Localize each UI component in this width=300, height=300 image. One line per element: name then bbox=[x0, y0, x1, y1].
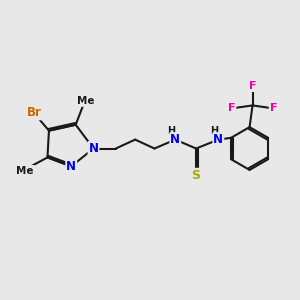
Text: F: F bbox=[228, 103, 236, 113]
Text: Me: Me bbox=[16, 166, 34, 176]
Text: N: N bbox=[66, 160, 76, 173]
Text: Me: Me bbox=[77, 96, 95, 106]
Text: N: N bbox=[213, 133, 224, 146]
Text: H: H bbox=[167, 126, 175, 136]
Text: H: H bbox=[210, 126, 218, 136]
Text: F: F bbox=[270, 103, 277, 113]
Text: S: S bbox=[192, 169, 201, 182]
Text: F: F bbox=[249, 81, 256, 91]
Text: N: N bbox=[88, 142, 98, 155]
Text: N: N bbox=[170, 133, 180, 146]
Text: Br: Br bbox=[27, 106, 41, 119]
